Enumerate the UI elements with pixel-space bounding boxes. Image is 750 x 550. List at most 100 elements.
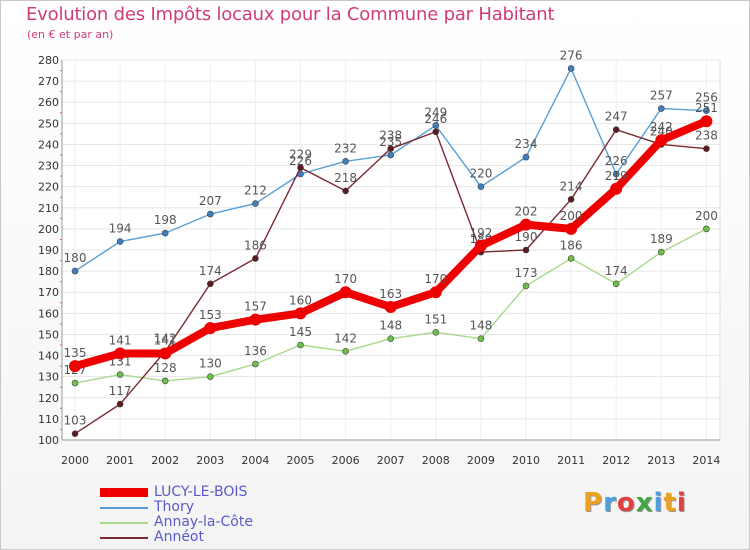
y-tick-label: 200 [38, 223, 59, 236]
data-label: 136 [244, 344, 267, 358]
x-tick-label: 2010 [512, 454, 540, 467]
data-label: 234 [515, 137, 538, 151]
data-label: 174 [605, 264, 628, 278]
data-label: 135 [64, 346, 87, 360]
y-tick-label: 130 [38, 371, 59, 384]
legend-label-thory: Thory [154, 499, 195, 515]
data-label: 249 [424, 105, 447, 119]
data-label: 163 [379, 287, 402, 301]
data-point [657, 105, 665, 112]
data-label: 130 [199, 357, 222, 371]
data-point [339, 286, 352, 299]
data-point [116, 238, 124, 245]
data-label: 251 [695, 101, 718, 115]
data-label: 200 [695, 209, 718, 223]
x-tick-label: 2014 [692, 454, 720, 467]
y-tick-label: 140 [38, 350, 59, 363]
data-label: 170 [424, 272, 447, 286]
data-label: 198 [154, 213, 177, 227]
legend-swatch-anneot [100, 536, 148, 539]
x-tick-label: 2004 [241, 454, 269, 467]
data-label: 242 [650, 120, 673, 134]
data-point [342, 158, 349, 165]
data-label: 246 [424, 112, 447, 126]
y-tick-label: 150 [38, 328, 59, 341]
legend-item-annay: Annay-la-Côte [100, 515, 253, 530]
data-label: 186 [244, 238, 267, 252]
data-point [252, 255, 259, 262]
data-label: 256 [695, 91, 718, 105]
data-point [204, 322, 217, 335]
data-point [71, 267, 79, 275]
logo-letter: r [603, 488, 617, 518]
data-point [297, 164, 304, 171]
y-tick-label: 250 [38, 117, 59, 130]
data-point [612, 126, 620, 133]
data-point [207, 210, 214, 218]
y-tick-label: 110 [38, 413, 59, 426]
data-label: 232 [334, 141, 357, 155]
y-tick-label: 260 [38, 96, 59, 109]
data-point [207, 373, 214, 380]
data-point [252, 200, 259, 207]
data-label: 226 [605, 154, 628, 168]
x-tick-label: 2012 [602, 454, 630, 467]
data-point [429, 286, 442, 299]
data-label: 276 [560, 48, 583, 62]
y-tick-label: 210 [38, 202, 59, 215]
data-label: 117 [109, 384, 132, 398]
data-label: 212 [244, 184, 267, 198]
x-tick-label: 2002 [151, 454, 179, 467]
data-label: 170 [334, 272, 357, 286]
data-label: 145 [289, 325, 312, 339]
data-point [522, 282, 530, 290]
x-tick-label: 2006 [332, 454, 360, 467]
data-label: 200 [560, 209, 583, 223]
x-tick-label: 2011 [557, 454, 585, 467]
y-tick-label: 180 [38, 265, 59, 278]
data-point [477, 335, 485, 342]
data-point [567, 65, 575, 72]
chart-subtitle: (en € et par an) [27, 28, 114, 41]
data-point [69, 360, 81, 373]
legend-label-anneot: Annéot [154, 529, 204, 545]
data-point [522, 246, 530, 254]
data-point [207, 280, 214, 288]
proxiti-logo: Proxiti [583, 488, 687, 518]
data-label: 189 [650, 232, 673, 246]
data-label: 190 [515, 230, 538, 244]
data-point [159, 347, 172, 360]
data-point [700, 115, 713, 128]
legend-item-lucy: LUCY-LE-BOIS [100, 485, 253, 500]
x-tick-label: 2009 [467, 454, 495, 467]
data-point [477, 183, 485, 190]
chart-title: Evolution des Impôts locaux pour la Comm… [26, 4, 555, 25]
data-point [387, 145, 395, 152]
logo-letter: i [676, 488, 687, 518]
data-point [116, 371, 124, 378]
data-label: 219 [605, 169, 628, 183]
data-point [655, 134, 668, 147]
data-point [432, 329, 440, 336]
x-tick-label: 2013 [647, 454, 675, 467]
data-label: 173 [515, 266, 538, 280]
data-label: 148 [379, 319, 402, 333]
logo-letter: t [663, 488, 677, 518]
data-label: 186 [560, 238, 583, 252]
data-label: 160 [289, 293, 312, 307]
data-point [522, 153, 530, 161]
y-tick-label: 120 [38, 392, 59, 405]
data-label: 141 [154, 333, 177, 347]
logo-letter: x [635, 488, 654, 518]
data-point [432, 128, 440, 136]
data-point [567, 196, 575, 203]
data-label: 157 [244, 300, 267, 314]
data-point [567, 255, 575, 262]
data-point [297, 341, 304, 349]
logo-letter: P [583, 488, 604, 518]
data-label: 148 [469, 319, 492, 333]
data-label: 151 [424, 312, 447, 326]
chart-legend: LUCY-LE-BOIS Thory Annay-la-Côte Annéot [100, 485, 253, 545]
data-label: 103 [64, 414, 87, 428]
